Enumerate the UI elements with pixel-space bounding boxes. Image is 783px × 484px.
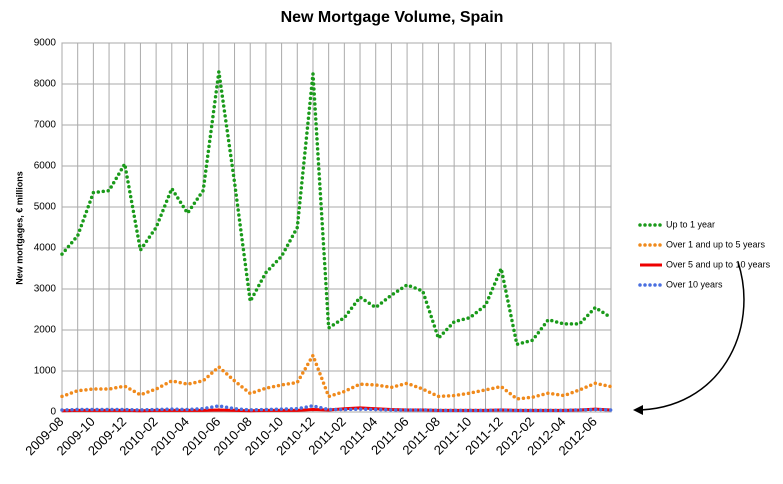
y-tick-label: 7000 <box>34 120 57 131</box>
y-tick-label: 5000 <box>34 202 57 213</box>
legend-label: Over 10 years <box>666 279 723 289</box>
series-line <box>60 351 613 401</box>
y-tick-label: 4000 <box>34 243 57 254</box>
plot-area <box>61 42 612 413</box>
y-tick-label: 2000 <box>34 325 57 336</box>
y-tick-label: 6000 <box>34 161 57 172</box>
y-tick-label: 9000 <box>34 38 57 49</box>
y-tick-label: 1000 <box>34 366 57 377</box>
legend-label: Over 1 and up to 5 years <box>666 239 766 249</box>
annotation-arrow <box>634 261 745 411</box>
y-axis-label: New mortgages, € millions <box>14 171 24 285</box>
legend-label: Up to 1 year <box>666 219 715 229</box>
y-tick-label: 8000 <box>34 79 57 90</box>
arrow-head <box>633 405 643 415</box>
y-tick-label: 3000 <box>34 284 57 295</box>
series-line <box>60 404 613 413</box>
chart-title: New Mortgage Volume, Spain <box>281 9 504 26</box>
legend-label: Over 5 and up to 10 years <box>666 259 771 269</box>
y-tick-label: 0 <box>50 407 56 418</box>
series-line <box>60 71 613 347</box>
